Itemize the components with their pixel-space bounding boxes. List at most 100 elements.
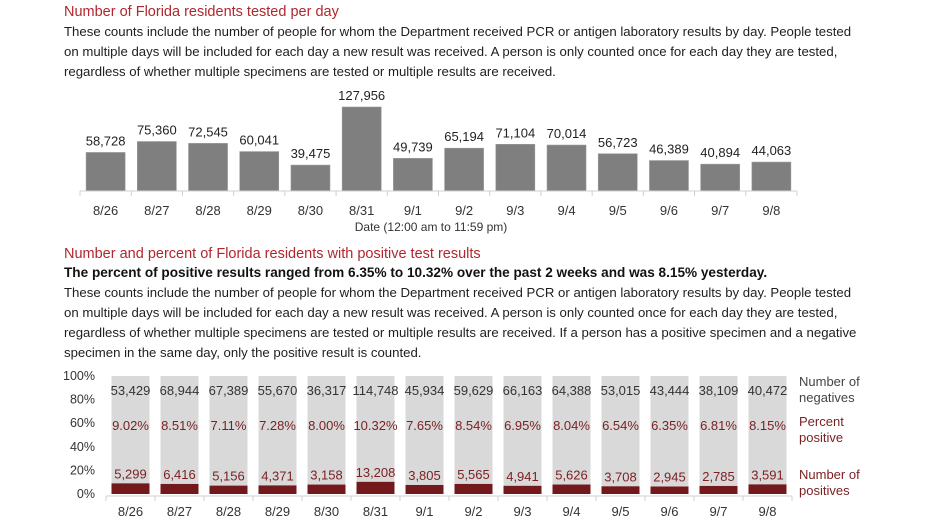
positives-label: 5,299 — [114, 466, 147, 481]
negatives-bar-8/29 — [258, 376, 297, 486]
positives-bar-8/30 — [307, 484, 346, 494]
data-label: 46,389 — [649, 142, 689, 157]
positives-label: 4,371 — [261, 468, 294, 483]
x-tick-label: 9/1 — [415, 504, 433, 519]
negatives-label: 114,748 — [352, 383, 398, 398]
positive-rate-summary: The percent of positive results ranged f… — [64, 265, 768, 280]
negatives-label: 55,670 — [258, 383, 298, 398]
negatives-label: 66,163 — [503, 383, 543, 398]
legend-negatives-line2: negatives — [799, 390, 855, 405]
bar-9/6 — [649, 160, 689, 192]
data-label: 49,739 — [393, 139, 433, 154]
x-tick-label: 8/28 — [216, 504, 241, 519]
x-axis-title: Date (12:00 am to 11:59 pm) — [355, 220, 508, 234]
x-tick-label: 9/2 — [464, 504, 482, 519]
bar-8/30 — [290, 164, 331, 192]
negatives-label: 64,388 — [552, 383, 592, 398]
x-tick-label: 8/26 — [93, 203, 118, 218]
positives-label: 3,805 — [408, 468, 441, 483]
percent-positive-label: 8.54% — [455, 418, 492, 433]
positive-chart-title: Number and percent of Florida residents … — [64, 246, 481, 262]
positives-label: 4,941 — [506, 469, 539, 484]
tested-per-day-chart: 58,728 75,360 72,545 60,041 39,475 127,956 49,… — [79, 88, 798, 234]
data-label: 44,063 — [752, 143, 792, 158]
negatives-label: 53,015 — [601, 383, 641, 398]
legend-negatives-line1: Number of — [799, 374, 860, 389]
x-tick-label: 8/27 — [144, 203, 169, 218]
percent-positive-label: 6.35% — [651, 418, 688, 433]
x-tick-label: 9/1 — [404, 203, 422, 218]
positives-label: 6,416 — [163, 467, 196, 482]
positives-label: 13,208 — [356, 465, 396, 480]
bar-8/31 — [341, 106, 382, 192]
positives-label: 5,626 — [555, 468, 588, 483]
legend-positives-line1: Number of — [799, 467, 860, 482]
percent-positive-label: 6.81% — [700, 418, 737, 433]
negatives-label: 36,317 — [307, 383, 347, 398]
negatives-bar-8/27 — [160, 376, 199, 484]
x-tick-label: 9/4 — [562, 504, 580, 519]
positives-bar-9/7 — [699, 485, 738, 494]
data-label: 58,728 — [86, 133, 126, 148]
bar-9/4 — [546, 144, 587, 192]
data-label: 56,723 — [598, 135, 638, 150]
negatives-label: 40,472 — [748, 383, 788, 398]
x-tick-label: 9/5 — [609, 203, 627, 218]
positives-bar-8/28 — [209, 485, 248, 494]
x-tick-label: 9/7 — [709, 504, 727, 519]
negatives-bar-9/1 — [405, 376, 444, 485]
x-tick-label: 9/4 — [557, 203, 575, 218]
legend-percent-positive-line2: positive — [799, 430, 843, 445]
x-tick-label: 8/31 — [363, 504, 388, 519]
positives-bar-9/2 — [454, 483, 493, 494]
x-tick-label: 9/3 — [513, 504, 531, 519]
positives-label: 5,565 — [457, 467, 490, 482]
negatives-bar-9/6 — [650, 376, 689, 487]
data-label: 60,041 — [239, 133, 279, 148]
x-tick-label: 9/3 — [506, 203, 524, 218]
tested-chart-title: Number of Florida residents tested per d… — [64, 4, 339, 20]
percent-positive-label: 10.32% — [353, 418, 398, 433]
bar-9/1 — [393, 158, 433, 192]
negatives-bar-9/3 — [503, 376, 542, 486]
x-tick-label: 8/29 — [247, 203, 272, 218]
positives-bar-9/5 — [601, 486, 640, 494]
x-tick-label: 8/31 — [349, 203, 374, 218]
percent-positive-label: 6.95% — [504, 418, 541, 433]
x-tick-label: 9/6 — [660, 504, 678, 519]
positives-bar-9/1 — [405, 484, 444, 494]
tested-chart-description: These counts include the number of peopl… — [64, 24, 852, 79]
y-tick-label: 80% — [70, 393, 95, 407]
x-tick-label: 9/8 — [762, 203, 780, 218]
positive-chart-description: These counts include the number of peopl… — [64, 285, 857, 360]
x-tick-label: 8/30 — [298, 203, 323, 218]
negatives-bar-9/7 — [699, 376, 738, 486]
data-label: 40,894 — [700, 145, 740, 160]
x-tick-label: 8/30 — [314, 504, 339, 519]
data-label: 39,475 — [291, 146, 331, 161]
percent-positive-label: 9.02% — [112, 418, 149, 433]
bar-9/2 — [444, 147, 484, 192]
bar-9/5 — [597, 153, 638, 192]
negatives-label: 67,389 — [209, 383, 249, 398]
negatives-label: 53,429 — [111, 383, 151, 398]
positives-label: 2,785 — [702, 469, 735, 484]
negatives-bar-9/8 — [748, 376, 787, 485]
negatives-bar-8/26 — [111, 376, 150, 484]
percent-positive-label: 7.65% — [406, 418, 443, 433]
x-tick-label: 8/26 — [118, 504, 143, 519]
bar-9/7 — [700, 163, 740, 192]
bar-8/29 — [239, 151, 280, 192]
negatives-bar-9/2 — [454, 376, 493, 484]
positives-bar-8/31 — [356, 481, 395, 494]
data-label: 72,545 — [188, 124, 228, 139]
x-tick-label: 9/2 — [455, 203, 473, 218]
negatives-bar-9/4 — [552, 376, 591, 485]
x-tick-label: 8/27 — [167, 504, 192, 519]
negatives-label: 43,444 — [650, 383, 690, 398]
positives-label: 5,156 — [212, 469, 245, 484]
bar-8/27 — [137, 141, 177, 192]
negatives-label: 59,629 — [454, 383, 494, 398]
negatives-bar-8/31 — [356, 376, 395, 482]
positives-bar-8/27 — [160, 483, 199, 494]
